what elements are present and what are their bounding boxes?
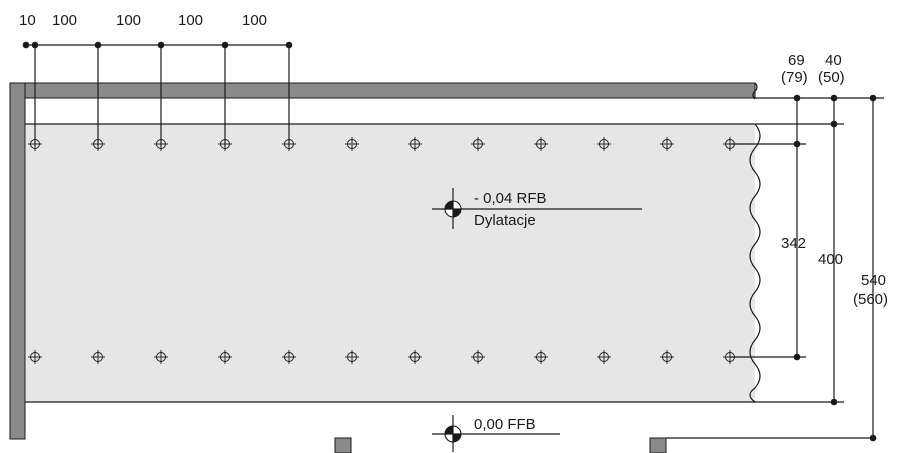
dowel-mark (408, 350, 422, 364)
dim-label-342: 342 (781, 235, 806, 252)
dowel-mark (471, 137, 485, 151)
dowel-mark (597, 137, 611, 151)
dowel-mark (345, 137, 359, 151)
dim-label-100-c: 100 (178, 12, 203, 29)
level-symbol-lower (432, 415, 560, 452)
dowel-mark (28, 350, 42, 364)
dim-label-40: 40 (825, 52, 842, 69)
top-beam (24, 82, 756, 99)
slab-area (26, 124, 755, 402)
dowel-mark (154, 350, 168, 364)
dowel-mark (408, 137, 422, 151)
dowel-mark (534, 137, 548, 151)
right-dimension-lines (730, 94, 884, 442)
dim-label-540: 540 (861, 272, 886, 289)
dim-label-69: 69 (788, 52, 805, 69)
dim-label-400: 400 (818, 251, 843, 268)
dim-label-10: 10 (19, 12, 36, 29)
dowel-mark (723, 350, 737, 364)
level-note-upper: Dylatacje (474, 212, 536, 229)
dowel-mark (723, 137, 737, 151)
floor-post-right (649, 437, 667, 453)
dim-label-100-d: 100 (242, 12, 267, 29)
beam-break-line (752, 82, 758, 100)
top-dimension-chain (22, 41, 293, 146)
dim-label-100-b: 100 (116, 12, 141, 29)
dowel-mark (345, 350, 359, 364)
dowel-mark (282, 350, 296, 364)
dowel-mark (218, 350, 232, 364)
dim-label-560: (560) (853, 291, 888, 308)
dowel-mark (534, 350, 548, 364)
dowel-mark (597, 350, 611, 364)
dim-label-79: (79) (781, 69, 808, 86)
dowel-mark (154, 137, 168, 151)
dowel-mark (660, 350, 674, 364)
slab-break-line (749, 123, 761, 403)
dowel-mark (282, 137, 296, 151)
dowel-mark (660, 137, 674, 151)
dowel-mark (471, 350, 485, 364)
dowel-mark (91, 137, 105, 151)
dowel-marks (28, 137, 737, 364)
dowel-mark (218, 137, 232, 151)
dim-label-50: (50) (818, 69, 845, 86)
left-wall (9, 82, 26, 440)
dowel-mark (91, 350, 105, 364)
dowel-mark (28, 137, 42, 151)
level-value-lower: 0,00 FFB (474, 416, 536, 433)
level-symbol-upper (432, 188, 642, 229)
floor-post-left (334, 437, 352, 453)
dim-label-100-a: 100 (52, 12, 77, 29)
level-value-upper: - 0,04 RFB (474, 190, 547, 207)
